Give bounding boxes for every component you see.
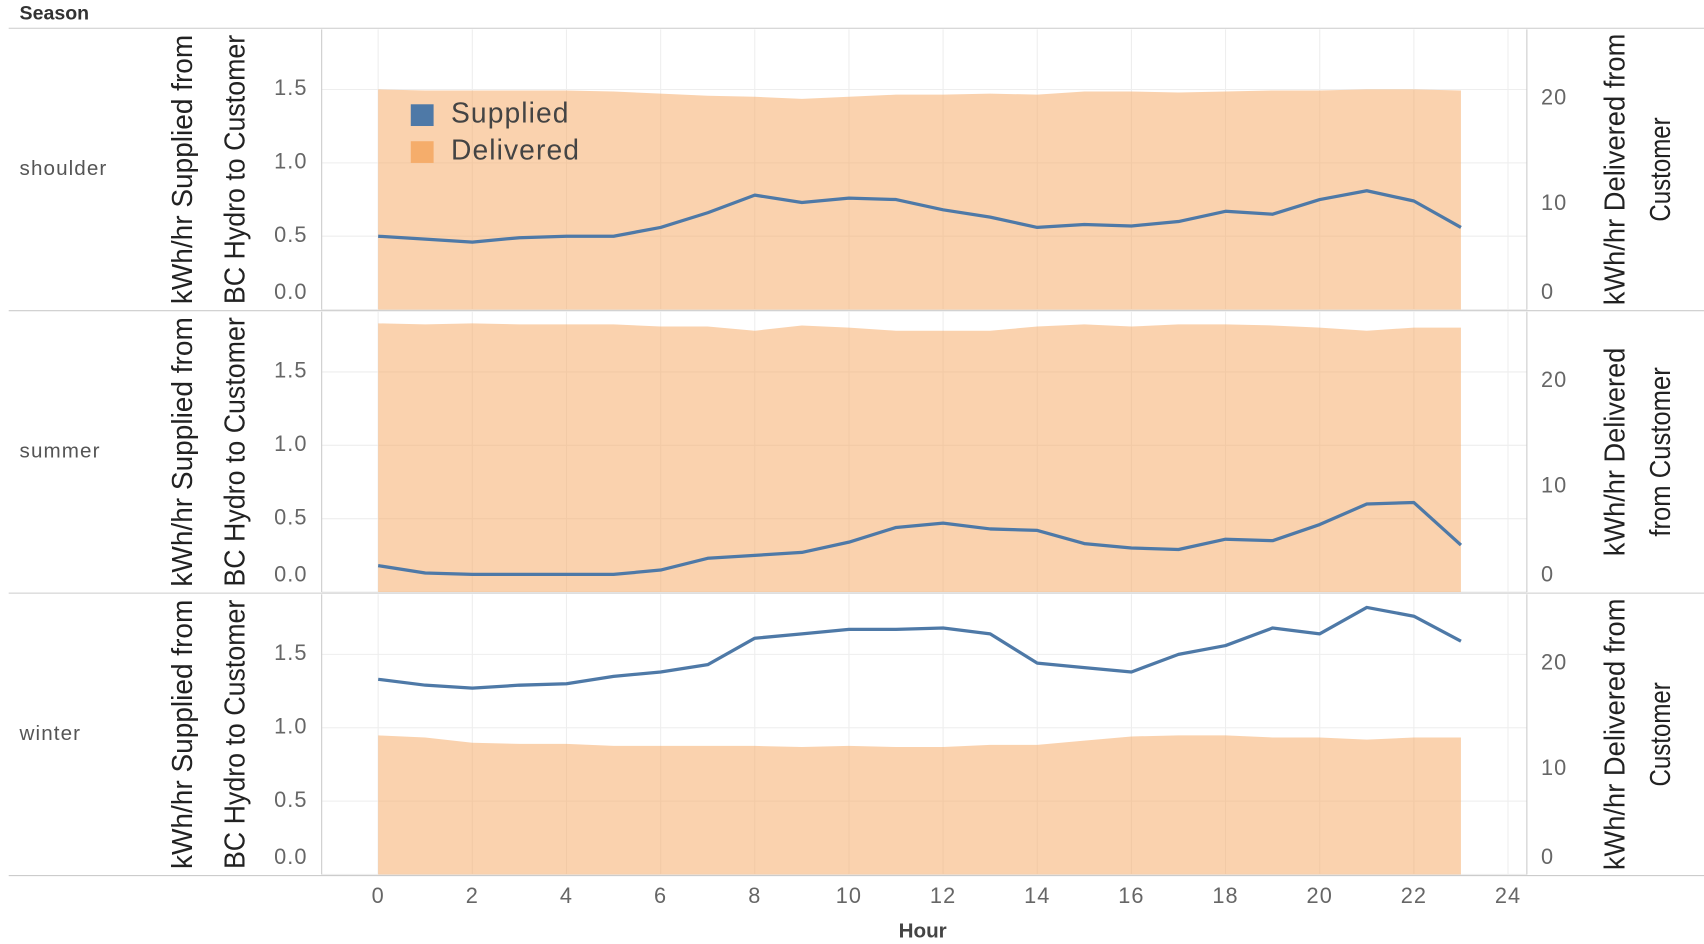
y-axis-title: kWh/hr Supplied from <box>166 317 198 586</box>
y2-tick-label: 20 <box>1541 85 1567 110</box>
line <box>378 189 1462 244</box>
x-tick-label: 6 <box>654 883 667 908</box>
y-tick-label: 0.5 <box>274 504 307 529</box>
y-axis-title: kWh/hr Supplied from <box>166 600 198 869</box>
x-tick-label: 24 <box>1495 883 1521 908</box>
row-label: summer <box>20 439 101 462</box>
y-axis-title: BC Hydro to Customer <box>218 317 250 586</box>
y-tick-label: 0.0 <box>274 561 307 586</box>
x-tick-label: 12 <box>930 883 956 908</box>
y2-axis-title: kWh/hr Delivered from <box>1599 34 1631 306</box>
line <box>377 500 1463 577</box>
x-tick-label: 22 <box>1401 883 1427 908</box>
y-tick-label: 0.0 <box>274 844 307 869</box>
y2-axis-title: Customer <box>1644 117 1676 221</box>
y2-axis-title: kWh/hr Delivered from <box>1599 599 1631 871</box>
y-axis-title: BC Hydro to Customer <box>218 600 250 869</box>
y-axis-title: kWh/hr Supplied from <box>166 35 198 304</box>
y-tick-label: 0.5 <box>274 222 307 247</box>
x-tick-label: 16 <box>1118 883 1144 908</box>
x-tick-label: 2 <box>466 883 479 908</box>
area <box>378 89 1461 310</box>
area <box>378 323 1461 593</box>
y2-tick-label: 10 <box>1541 472 1567 497</box>
y-tick-label: 1.5 <box>274 75 307 100</box>
row-label: shoulder <box>20 157 108 180</box>
legend-label: Delivered <box>451 134 580 166</box>
row-label: winter <box>19 722 82 745</box>
y2-tick-label: 10 <box>1541 190 1567 215</box>
legend-swatch <box>410 141 434 163</box>
area <box>378 735 1461 875</box>
y-tick-label: 1.0 <box>274 431 307 456</box>
line <box>377 605 1462 690</box>
x-axis-title: Hour <box>899 920 947 943</box>
y-tick-label: 1.5 <box>274 640 307 665</box>
legend-label: Supplied <box>451 97 570 129</box>
y2-tick-label: 0 <box>1541 844 1554 869</box>
legend-swatch <box>410 104 434 127</box>
y2-tick-label: 20 <box>1541 649 1567 674</box>
y2-axis-title: kWh/hr Delivered <box>1599 348 1631 557</box>
y-tick-label: 1.5 <box>274 358 307 383</box>
y2-axis-title: from Customer <box>1644 367 1676 536</box>
y-tick-label: 1.0 <box>274 713 307 738</box>
y-tick-label: 0.5 <box>274 787 307 812</box>
y-tick-label: 0.0 <box>274 279 307 304</box>
x-tick-label: 8 <box>748 883 761 908</box>
x-tick-label: 20 <box>1307 883 1333 908</box>
y2-tick-label: 20 <box>1541 367 1567 392</box>
x-tick-label: 18 <box>1212 883 1238 908</box>
y-tick-label: 1.0 <box>274 149 307 174</box>
x-tick-label: 0 <box>372 883 385 908</box>
y2-tick-label: 0 <box>1541 279 1554 304</box>
x-tick-label: 4 <box>560 883 573 908</box>
facet-label: Season <box>20 2 90 24</box>
y2-tick-label: 10 <box>1541 755 1567 780</box>
y-axis-title: BC Hydro to Customer <box>218 35 250 304</box>
x-tick-label: 14 <box>1024 883 1050 908</box>
y2-tick-label: 0 <box>1541 561 1554 586</box>
x-tick-label: 10 <box>836 883 862 908</box>
y2-axis-title: Customer <box>1644 682 1676 786</box>
